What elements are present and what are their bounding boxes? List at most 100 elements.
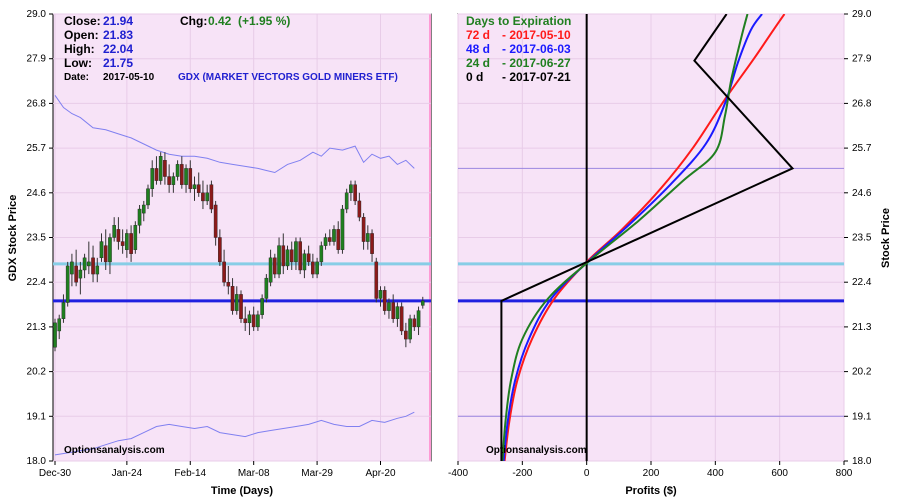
- candle-body: [120, 241, 125, 246]
- candle-body: [366, 233, 370, 242]
- time-x-axis-title: Time (Days): [211, 485, 273, 497]
- date-value: 2017-05-10: [103, 72, 155, 83]
- candle-body: [285, 249, 290, 267]
- time-x-tick-label: Dec-30: [39, 468, 72, 479]
- price-y-tick-label: 22.4: [27, 277, 47, 288]
- candlesticks: [53, 152, 425, 352]
- candle-body: [201, 192, 205, 202]
- open-label: Open:: [64, 28, 99, 42]
- candle-body: [420, 300, 425, 306]
- candle-body: [357, 200, 362, 218]
- candle-body: [65, 265, 70, 303]
- profit-curves: [500, 14, 795, 461]
- stock-y-tick-label: 25.7: [852, 143, 872, 154]
- candle-body: [57, 318, 62, 332]
- stock-y-tick-label: 24.6: [852, 188, 872, 199]
- candle-body: [311, 261, 315, 275]
- candle-body: [404, 330, 408, 340]
- high-value: 22.04: [103, 42, 133, 56]
- profit-x-tick-label: 800: [836, 468, 853, 479]
- candle-body: [141, 204, 146, 214]
- candle-body: [133, 225, 138, 250]
- candle-body: [222, 261, 226, 283]
- change-value: 0.42: [208, 14, 232, 28]
- left-watermark: Optionsanalysis.com: [64, 445, 165, 456]
- candle-body: [256, 314, 260, 328]
- candle-body: [412, 318, 417, 328]
- profit-curve-72d: [503, 14, 786, 461]
- profit-curve-0d: [500, 14, 795, 461]
- candle-body: [277, 245, 281, 275]
- price-y-tick-label: 18.0: [27, 456, 47, 467]
- candle-body: [218, 237, 222, 263]
- candle-body: [167, 176, 171, 185]
- stock-y-tick-label: 27.9: [852, 54, 872, 65]
- candle-body: [260, 298, 264, 315]
- legend-days-0: 0 d: [466, 70, 483, 84]
- candle-body: [137, 208, 142, 226]
- candle-body: [61, 302, 66, 319]
- price-y-axis-title: GDX Stock Price: [7, 195, 19, 282]
- candle-body: [91, 257, 95, 275]
- legend-title: Days to Expiration: [466, 14, 571, 28]
- stock-y-tick-label: 26.8: [852, 98, 872, 109]
- bollinger-bands: [54, 95, 415, 456]
- candle-body: [196, 184, 201, 194]
- candle-body: [268, 257, 273, 283]
- candle-body: [70, 261, 74, 275]
- profit-x-axis-title: Profits ($): [625, 485, 677, 497]
- candle-body: [78, 269, 83, 279]
- change-label: Chg:: [180, 14, 207, 28]
- candle-body: [213, 204, 218, 238]
- price-y-tick-label: 21.3: [27, 322, 47, 333]
- profit-x-tick-label: 400: [707, 468, 724, 479]
- candle-body: [353, 184, 357, 202]
- candle-body: [163, 160, 167, 177]
- candle-body: [349, 184, 353, 194]
- time-x-tick-label: Feb-14: [174, 468, 206, 479]
- candle-body: [171, 176, 176, 185]
- candle-body: [374, 261, 379, 299]
- upper-bollinger-band: [54, 95, 415, 174]
- candle-body: [289, 249, 294, 263]
- candle-body: [399, 306, 404, 332]
- price-y-tick-label: 19.1: [27, 411, 47, 422]
- legend-days-24: 24 d: [466, 56, 490, 70]
- candle-body: [382, 290, 387, 311]
- legend-date-24: - 2017-06-27: [502, 56, 571, 70]
- candle-body: [243, 318, 248, 324]
- candle-body: [323, 237, 328, 246]
- candle-body: [361, 216, 366, 242]
- legend-date-72: - 2017-05-10: [502, 28, 571, 42]
- candle-body: [306, 253, 311, 263]
- candle-body: [192, 184, 197, 189]
- candle-body: [125, 233, 129, 250]
- candle-body: [273, 257, 277, 275]
- candle-body: [53, 322, 57, 348]
- legend-days-72: 72 d: [466, 28, 490, 42]
- price-y-ticks: 18.0 19.1 20.2 21.3 22.4 23.5 24.6 25.7 26.8 27.9…: [27, 9, 53, 467]
- low-value: 21.75: [103, 56, 133, 70]
- candle-body: [184, 168, 188, 185]
- right-watermark: Optionsanalysis.com: [486, 445, 587, 456]
- candle-body: [370, 233, 374, 254]
- candle-body: [150, 168, 155, 189]
- candle-body: [416, 310, 421, 328]
- candle-body: [95, 265, 100, 275]
- price-y-tick-label: 25.7: [27, 143, 47, 154]
- candle-body: [387, 302, 391, 311]
- profit-x-tick-label: 0: [584, 468, 590, 479]
- legend-date-48: - 2017-06-03: [502, 42, 571, 56]
- price-y-tick-label: 27.9: [27, 54, 47, 65]
- profit-x-tick-label: 600: [771, 468, 788, 479]
- stock-y-tick-label: 19.1: [852, 411, 872, 422]
- profit-x-ticks: -400 -200 0 200 400 600 800: [448, 461, 853, 479]
- candle-body: [205, 192, 209, 202]
- stock-y-tick-label: 23.5: [852, 233, 872, 244]
- low-label: Low:: [64, 56, 92, 70]
- candle-body: [74, 265, 78, 283]
- candle-body: [391, 302, 395, 319]
- legend-days-48: 48 d: [466, 42, 490, 56]
- open-value: 21.83: [103, 28, 133, 42]
